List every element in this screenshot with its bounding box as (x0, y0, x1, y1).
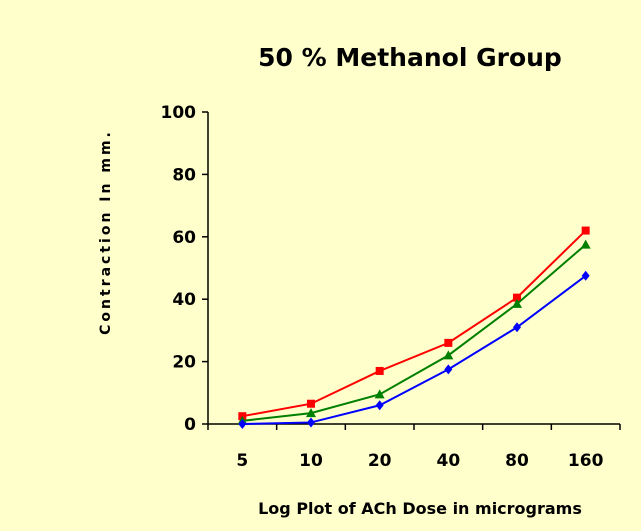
data-point (444, 338, 453, 347)
series-2 (237, 239, 591, 425)
series-3 (238, 270, 590, 429)
y-tick-label: 0 (184, 415, 196, 435)
y-tick-label: 60 (172, 228, 196, 248)
data-point (512, 298, 522, 308)
y-tick-label: 80 (172, 165, 196, 185)
x-tick-label: 5 (236, 451, 248, 471)
data-point (443, 350, 454, 360)
data-point (513, 322, 521, 333)
data-point (375, 400, 384, 411)
series-line (242, 229, 587, 418)
data-point (581, 226, 590, 235)
data-point (375, 366, 384, 375)
x-tick-label: 10 (299, 451, 323, 471)
x-tick-label: 20 (368, 451, 392, 471)
x-tick-label: 80 (505, 451, 529, 471)
y-tick-label: 20 (172, 353, 196, 373)
y-axis-label: Contraction In mm. (98, 129, 114, 335)
x-axis-label: Log Plot of ACh Dose in micrograms (258, 499, 582, 518)
data-point (307, 417, 315, 428)
axes: 0 20 40 60 80 100 5 10 20 40 80 160 (161, 103, 621, 471)
y-tick-label: 100 (161, 103, 197, 123)
series-1 (238, 226, 590, 421)
data-point (581, 270, 590, 281)
y-tick-label: 40 (172, 290, 196, 310)
data-point (306, 408, 316, 418)
series-line (242, 243, 587, 422)
series-line (242, 274, 587, 425)
data-point (444, 364, 453, 375)
data-point (307, 399, 315, 408)
chart-title: 50 % Methanol Group (258, 43, 562, 72)
data-point (238, 419, 247, 429)
data-point (513, 293, 521, 302)
x-tick-label: 40 (436, 451, 460, 471)
data-point (374, 389, 385, 399)
x-tick-label: 160 (568, 451, 604, 471)
data-point (580, 239, 591, 249)
series-layer (237, 226, 591, 429)
